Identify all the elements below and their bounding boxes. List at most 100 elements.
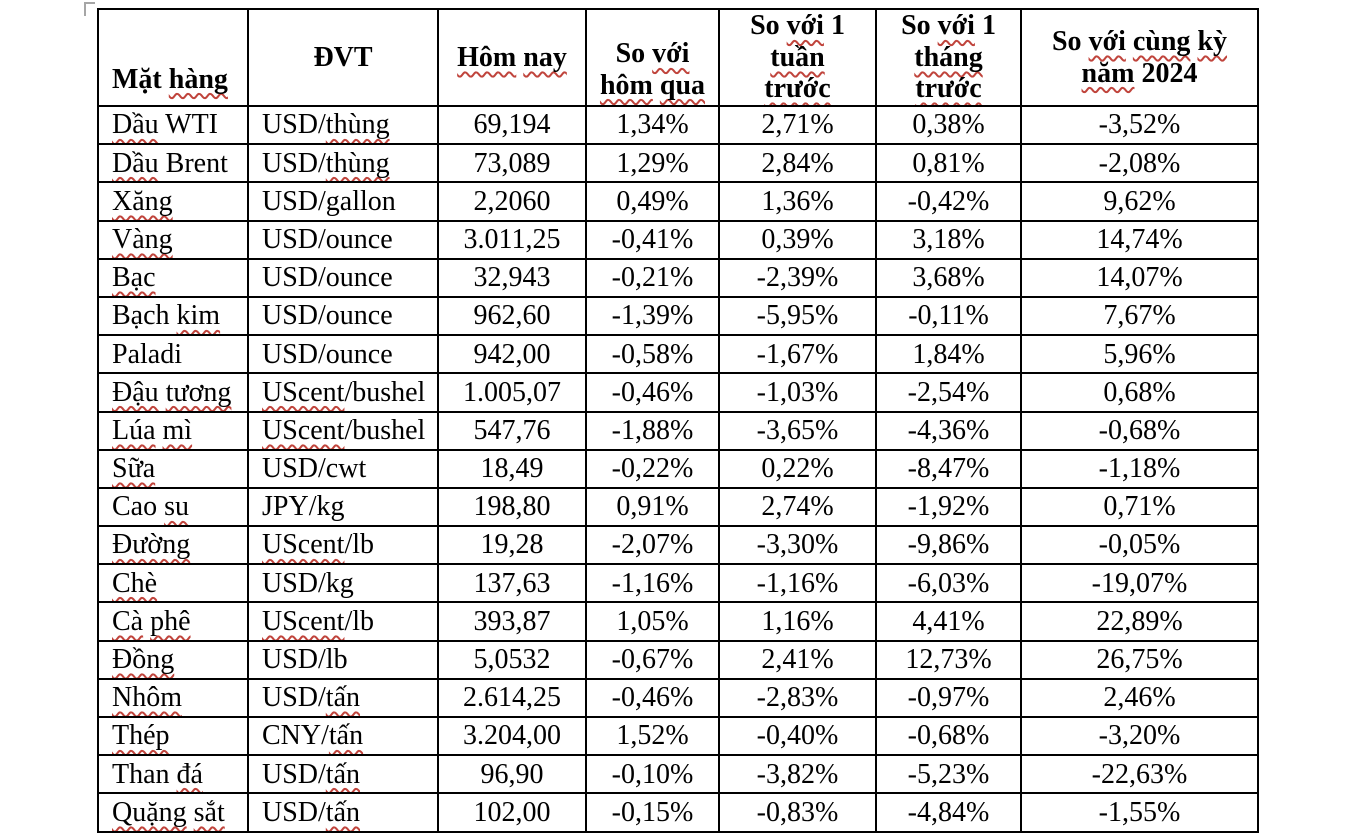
- commodity-name-cell[interactable]: Dầu Brent: [97, 143, 249, 184]
- vs-year-2024-cell[interactable]: 14,74%: [1020, 219, 1259, 260]
- commodity-name-cell[interactable]: Chè: [97, 563, 249, 604]
- price-today-cell[interactable]: 32,943: [437, 257, 587, 298]
- vs-yesterday-cell[interactable]: -0,22%: [585, 448, 720, 489]
- vs-year-2024-cell[interactable]: -19,07%: [1020, 563, 1259, 604]
- price-today-cell[interactable]: 96,90: [437, 754, 587, 795]
- commodity-name-cell[interactable]: Lúa mì: [97, 410, 249, 451]
- commodity-name-cell[interactable]: Cà phê: [97, 601, 249, 642]
- vs-yesterday-cell[interactable]: -0,21%: [585, 257, 720, 298]
- vs-yesterday-cell[interactable]: -2,07%: [585, 525, 720, 566]
- unit-cell[interactable]: USD/ounce: [247, 295, 439, 337]
- commodity-name-cell[interactable]: Sữa: [97, 448, 249, 489]
- vs-yesterday-cell[interactable]: 1,29%: [585, 143, 720, 184]
- vs-yesterday-cell[interactable]: 1,05%: [585, 601, 720, 642]
- unit-cell[interactable]: USD/ounce: [247, 219, 439, 260]
- vs-week-cell[interactable]: -2,39%: [718, 257, 877, 298]
- commodity-name-cell[interactable]: Quặng sắt: [97, 792, 249, 833]
- column-header-unit[interactable]: ĐVT: [247, 8, 439, 107]
- vs-week-cell[interactable]: -1,16%: [718, 563, 877, 604]
- vs-month-cell[interactable]: -0,68%: [875, 715, 1022, 757]
- vs-year-2024-cell[interactable]: -0,68%: [1020, 410, 1259, 451]
- unit-cell[interactable]: USD/ounce: [247, 257, 439, 298]
- unit-cell[interactable]: USD/tấn: [247, 754, 439, 795]
- unit-cell[interactable]: UScent/bushel: [247, 372, 439, 413]
- price-today-cell[interactable]: 198,80: [437, 486, 587, 528]
- vs-year-2024-cell[interactable]: -1,18%: [1020, 448, 1259, 489]
- column-header-vs-month[interactable]: So với 1 tháng trước: [875, 8, 1022, 107]
- vs-yesterday-cell[interactable]: -0,10%: [585, 754, 720, 795]
- price-today-cell[interactable]: 73,089: [437, 143, 587, 184]
- unit-cell[interactable]: UScent/bushel: [247, 410, 439, 451]
- price-today-cell[interactable]: 3.011,25: [437, 219, 587, 260]
- price-today-cell[interactable]: 19,28: [437, 525, 587, 566]
- price-today-cell[interactable]: 962,60: [437, 295, 587, 337]
- vs-month-cell[interactable]: 4,41%: [875, 601, 1022, 642]
- commodity-name-cell[interactable]: Thép: [97, 715, 249, 757]
- unit-cell[interactable]: USD/cwt: [247, 448, 439, 489]
- unit-cell[interactable]: JPY/kg: [247, 486, 439, 528]
- vs-week-cell[interactable]: 0,39%: [718, 219, 877, 260]
- vs-week-cell[interactable]: -5,95%: [718, 295, 877, 337]
- vs-month-cell[interactable]: -0,11%: [875, 295, 1022, 337]
- unit-cell[interactable]: USD/tấn: [247, 677, 439, 719]
- commodity-name-cell[interactable]: Bạch kim: [97, 295, 249, 337]
- column-header-vs-year-2024[interactable]: So với cùng kỳ năm 2024: [1020, 8, 1259, 107]
- vs-year-2024-cell[interactable]: 0,71%: [1020, 486, 1259, 528]
- vs-year-2024-cell[interactable]: -22,63%: [1020, 754, 1259, 795]
- vs-yesterday-cell[interactable]: 0,49%: [585, 181, 720, 222]
- price-today-cell[interactable]: 5,0532: [437, 639, 587, 680]
- vs-week-cell[interactable]: -1,03%: [718, 372, 877, 413]
- vs-month-cell[interactable]: -0,97%: [875, 677, 1022, 719]
- vs-yesterday-cell[interactable]: 1,34%: [585, 104, 720, 146]
- column-header-vs-yesterday[interactable]: So với hôm qua: [585, 8, 720, 107]
- vs-yesterday-cell[interactable]: 0,91%: [585, 486, 720, 528]
- vs-week-cell[interactable]: -3,82%: [718, 754, 877, 795]
- vs-week-cell[interactable]: 1,36%: [718, 181, 877, 222]
- commodity-name-cell[interactable]: Paladi: [97, 334, 249, 375]
- commodity-name-cell[interactable]: Cao su: [97, 486, 249, 528]
- vs-year-2024-cell[interactable]: 22,89%: [1020, 601, 1259, 642]
- vs-week-cell[interactable]: -3,65%: [718, 410, 877, 451]
- vs-week-cell[interactable]: -3,30%: [718, 525, 877, 566]
- price-today-cell[interactable]: 942,00: [437, 334, 587, 375]
- column-header-today[interactable]: Hôm nay: [437, 8, 587, 107]
- commodity-name-cell[interactable]: Bạc: [97, 257, 249, 298]
- unit-cell[interactable]: USD/thùng: [247, 143, 439, 184]
- vs-year-2024-cell[interactable]: 0,68%: [1020, 372, 1259, 413]
- column-header-commodity[interactable]: Mặt hàng: [97, 8, 249, 107]
- vs-month-cell[interactable]: 1,84%: [875, 334, 1022, 375]
- vs-yesterday-cell[interactable]: -0,46%: [585, 372, 720, 413]
- commodity-name-cell[interactable]: Đậu tương: [97, 372, 249, 413]
- vs-week-cell[interactable]: 2,41%: [718, 639, 877, 680]
- vs-week-cell[interactable]: 2,71%: [718, 104, 877, 146]
- price-today-cell[interactable]: 2.614,25: [437, 677, 587, 719]
- vs-week-cell[interactable]: 1,16%: [718, 601, 877, 642]
- vs-week-cell[interactable]: 0,22%: [718, 448, 877, 489]
- vs-year-2024-cell[interactable]: -3,20%: [1020, 715, 1259, 757]
- unit-cell[interactable]: UScent/lb: [247, 601, 439, 642]
- vs-year-2024-cell[interactable]: 5,96%: [1020, 334, 1259, 375]
- vs-week-cell[interactable]: -0,83%: [718, 792, 877, 833]
- unit-cell[interactable]: USD/tấn: [247, 792, 439, 833]
- commodity-name-cell[interactable]: Đường: [97, 525, 249, 566]
- commodity-name-cell[interactable]: Xăng: [97, 181, 249, 222]
- vs-year-2024-cell[interactable]: -0,05%: [1020, 525, 1259, 566]
- price-today-cell[interactable]: 69,194: [437, 104, 587, 146]
- vs-month-cell[interactable]: 12,73%: [875, 639, 1022, 680]
- unit-cell[interactable]: USD/kg: [247, 563, 439, 604]
- vs-year-2024-cell[interactable]: 2,46%: [1020, 677, 1259, 719]
- unit-cell[interactable]: CNY/tấn: [247, 715, 439, 757]
- unit-cell[interactable]: USD/ounce: [247, 334, 439, 375]
- vs-month-cell[interactable]: 3,68%: [875, 257, 1022, 298]
- price-today-cell[interactable]: 18,49: [437, 448, 587, 489]
- commodity-name-cell[interactable]: Đồng: [97, 639, 249, 680]
- vs-month-cell[interactable]: 0,38%: [875, 104, 1022, 146]
- vs-yesterday-cell[interactable]: -0,58%: [585, 334, 720, 375]
- vs-month-cell[interactable]: -4,84%: [875, 792, 1022, 833]
- price-today-cell[interactable]: 547,76: [437, 410, 587, 451]
- vs-month-cell[interactable]: -8,47%: [875, 448, 1022, 489]
- vs-month-cell[interactable]: -6,03%: [875, 563, 1022, 604]
- vs-month-cell[interactable]: -0,42%: [875, 181, 1022, 222]
- vs-yesterday-cell[interactable]: -1,88%: [585, 410, 720, 451]
- vs-yesterday-cell[interactable]: -0,46%: [585, 677, 720, 719]
